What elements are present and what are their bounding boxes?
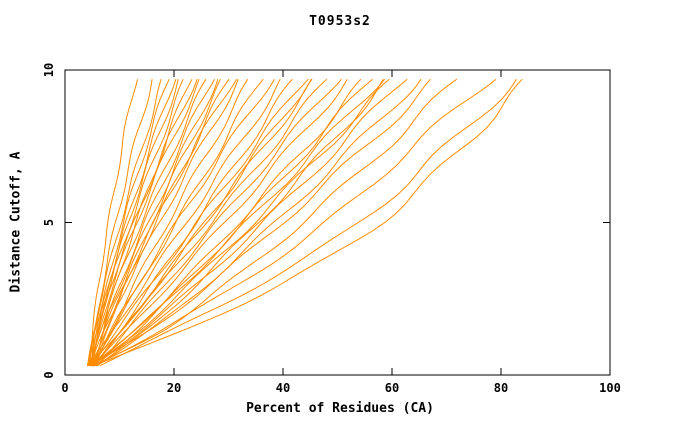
model-curve: [88, 78, 408, 367]
model-curve: [91, 78, 390, 367]
model-curve: [89, 79, 138, 366]
model-curve: [94, 78, 373, 367]
model-curve: [92, 78, 497, 367]
x-tick-label: 40: [276, 381, 290, 395]
model-curve: [86, 78, 328, 367]
model-curve: [87, 79, 162, 366]
model-curve: [91, 78, 385, 367]
model-curve: [88, 79, 219, 367]
model-curve: [88, 78, 281, 367]
x-tick-label: 20: [167, 381, 181, 395]
x-tick-label: 60: [385, 381, 399, 395]
model-curve: [99, 78, 517, 367]
model-curve: [94, 78, 293, 367]
model-curve: [91, 79, 200, 366]
model-curve: [90, 78, 309, 367]
y-tick-label: 5: [42, 219, 56, 226]
model-curve: [86, 79, 198, 367]
y-tick-label: 10: [42, 63, 56, 77]
model-curve: [87, 78, 184, 367]
model-curve: [97, 78, 342, 367]
y-tick-label: 0: [42, 371, 56, 378]
model-curve: [89, 79, 239, 367]
model-curves: [86, 78, 523, 367]
model-curve: [92, 78, 458, 367]
chart-title: T0953s2: [309, 14, 371, 29]
y-axis-label: Distance Cutoff, A: [8, 151, 24, 293]
model-curve: [93, 78, 523, 367]
x-axis-label: Percent of Residues (CA): [246, 401, 434, 416]
model-curve: [96, 78, 384, 367]
model-curve: [91, 78, 348, 367]
model-curve: [95, 78, 221, 367]
model-curve: [92, 78, 238, 367]
x-tick-label: 100: [599, 381, 621, 395]
model-curve: [90, 78, 431, 367]
model-curve: [93, 78, 275, 367]
model-curve: [96, 78, 422, 367]
x-tick-label: 80: [494, 381, 508, 395]
model-curve: [90, 78, 264, 367]
x-tick-label: 0: [61, 381, 68, 395]
